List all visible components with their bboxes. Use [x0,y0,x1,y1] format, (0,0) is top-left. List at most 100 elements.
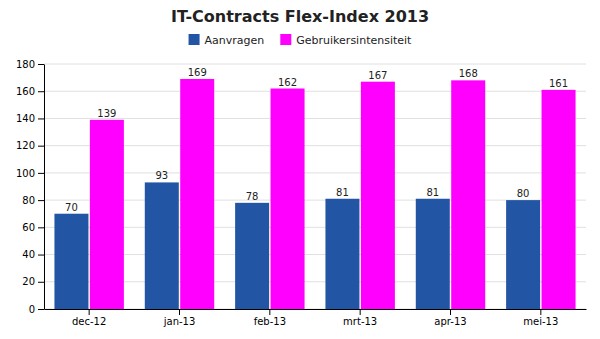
bar [325,199,359,309]
y-tick: 60 [22,222,44,233]
y-tick-label: 0 [29,304,35,315]
y-tick-label: 40 [22,249,35,260]
y-tick-mark [38,200,44,201]
data-label: 167 [368,70,387,81]
bar [180,79,214,309]
data-label: 93 [155,170,168,181]
series [90,79,576,309]
y-tick-label: 160 [16,86,35,97]
y-tick-mark [38,64,44,65]
grid-line [44,281,586,282]
y-tick: 140 [16,113,44,124]
grid [44,64,586,309]
x-tick: apr-13 [434,309,466,327]
y-axis-line [44,65,45,310]
data-label: 162 [278,77,297,88]
title: IT-Contracts Flex-Index 2013 [171,7,429,26]
x-tick-mark [360,309,361,315]
y-tick: 0 [29,304,44,315]
grid-line [44,118,586,119]
data-label: 78 [246,191,259,202]
plot: 0 20 40 60 80 100 120 140 160 180 dec-12 jan-13 feb-… [16,59,587,327]
grid-line [44,64,586,65]
y-tick-label: 20 [22,276,35,287]
x-axis: dec-12 jan-13 feb-13 mrt-13 apr-13 mei-13 [45,309,587,327]
bar [416,199,450,309]
x-tick-label: feb-13 [254,316,286,327]
y-tick-mark [38,227,44,228]
y-tick-label: 140 [16,113,35,124]
y-tick: 20 [22,276,44,287]
bar [54,214,88,309]
x-tick: dec-12 [72,309,106,327]
x-tick: mrt-13 [343,309,377,327]
y-tick-mark [38,255,44,256]
x-tick-mark [179,309,180,315]
data-label: 168 [459,68,478,79]
x-tick-label: apr-13 [434,316,466,327]
x-tick-mark [540,309,541,315]
legend-swatch [280,34,291,45]
y-tick-label: 100 [16,168,35,179]
y-tick: 160 [16,86,44,97]
x-tick-label: mei-13 [523,316,558,327]
x-tick-mark [269,309,270,315]
x-axis-line [45,309,587,310]
y-tick: 100 [16,168,44,179]
y-tick: 80 [22,195,44,206]
data-label: 139 [97,108,116,119]
grid-line [44,172,586,173]
y-tick-mark [38,173,44,174]
bars [54,79,575,309]
legend-label: Aanvragen [205,34,265,47]
y-tick-label: 120 [16,140,35,151]
legend-label: Gebruikersintensiteit [296,34,412,47]
legend-item: Aanvragen [189,34,265,47]
x-tick: feb-13 [254,309,286,327]
data-labels: 70 93 78 81 81 80 139 169 162 167 168 161 [65,67,568,213]
chart: IT-Contracts Flex-Index 2013 0 20 40 60 80 100… [0,0,600,339]
grid-line [44,309,586,310]
y-tick-label: 60 [22,222,35,233]
bar [145,182,179,309]
bar [235,203,269,309]
data-label: 161 [549,78,568,89]
bar [506,200,540,309]
bar [451,80,485,309]
y-tick-mark [38,309,44,310]
data-label: 81 [426,187,439,198]
legend-swatch [189,34,200,45]
x-tick: mei-13 [523,309,558,327]
y-tick-mark [38,118,44,119]
grid-line [44,91,586,92]
y-tick-label: 80 [22,195,35,206]
bar [271,89,305,310]
y-tick-mark [38,282,44,283]
x-tick-label: dec-12 [72,316,106,327]
data-label: 70 [65,202,78,213]
y-tick: 40 [22,249,44,260]
x-tick-label: mrt-13 [343,316,377,327]
data-label: 80 [517,188,530,199]
x-tick-mark [89,309,90,315]
legend-item: Gebruikersintensiteit [280,34,412,47]
grid-line [44,254,586,255]
bar [542,90,576,309]
y-tick-label: 180 [16,59,35,70]
data-label: 169 [188,67,207,78]
x-tick: jan-13 [163,309,196,327]
x-tick-mark [450,309,451,315]
y-tick-mark [38,91,44,92]
y-tick: 180 [16,59,44,70]
legend: Aanvragen Gebruikersintensiteit [189,34,413,47]
grid-line [44,145,586,146]
bar [361,82,395,309]
grid-line [44,227,586,228]
y-tick: 120 [16,140,44,151]
bar [90,120,124,309]
data-label: 81 [336,187,349,198]
y-axis: 0 20 40 60 80 100 120 140 160 180 [16,59,45,315]
y-tick-mark [38,146,44,147]
grid-line [44,200,586,201]
x-tick-label: jan-13 [163,316,196,327]
